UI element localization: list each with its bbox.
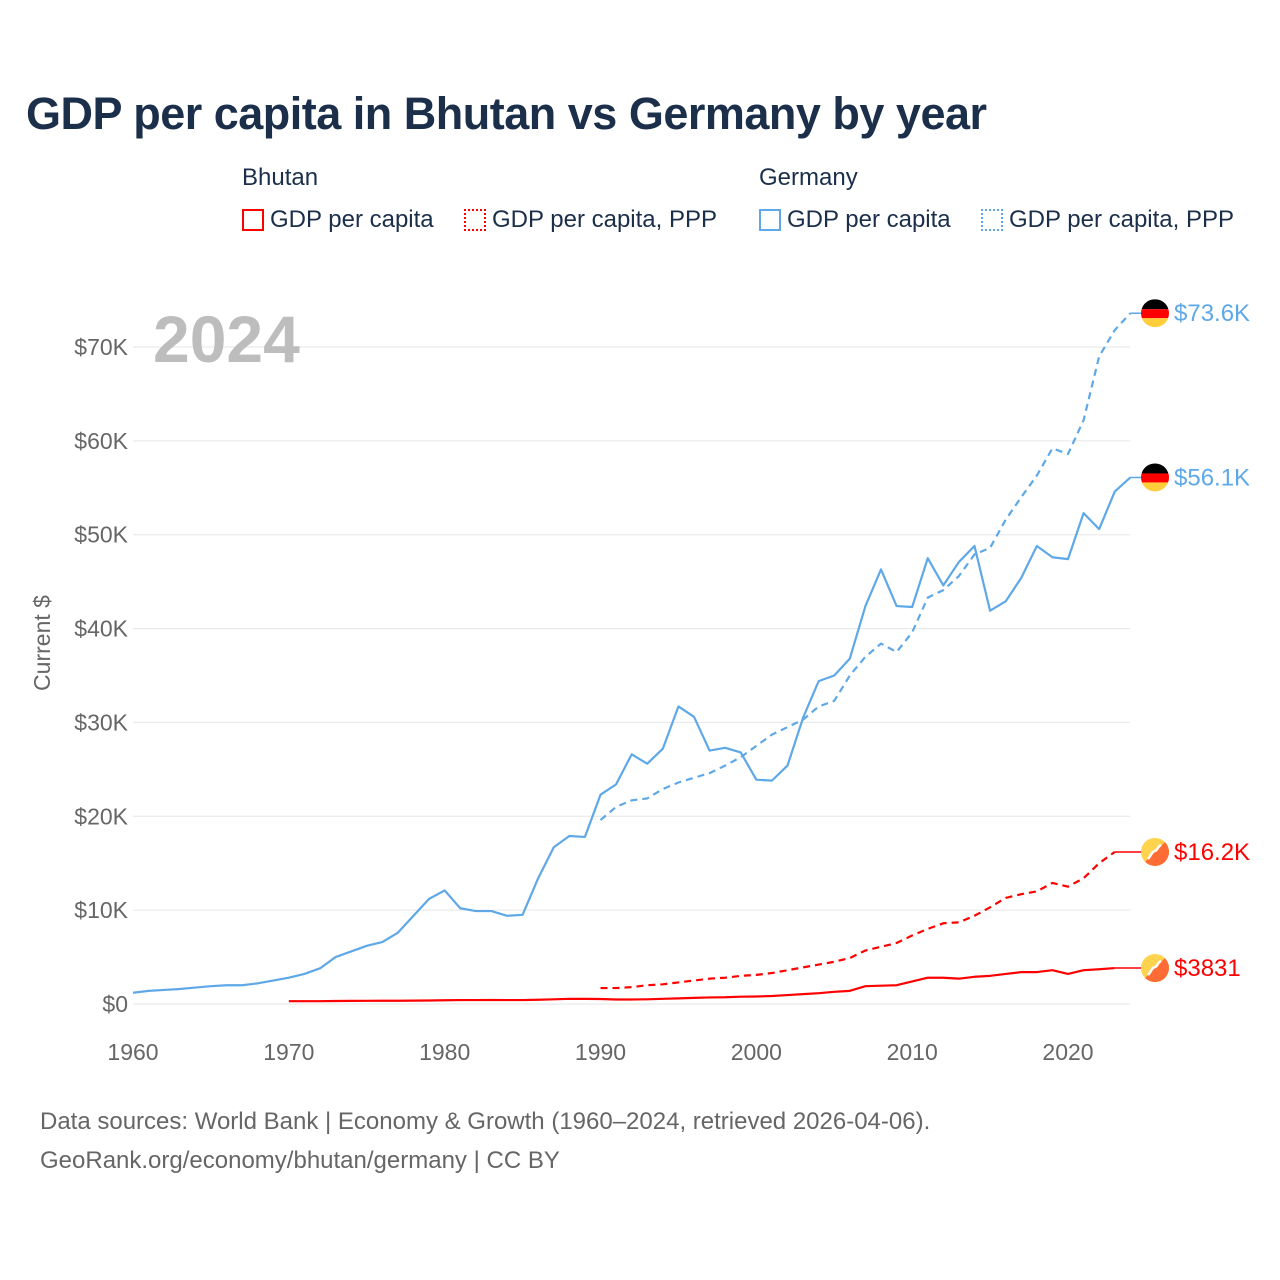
y-axis-label: Current $ xyxy=(29,595,55,691)
x-tick-label: 1970 xyxy=(263,1039,314,1065)
legend-germany-ppp[interactable]: GDP per capita, PPP xyxy=(981,206,1234,234)
y-tick-label: $70K xyxy=(74,334,128,360)
x-tick-label: 1980 xyxy=(419,1039,470,1065)
chart-title: GDP per capita in Bhutan vs Germany by y… xyxy=(26,88,987,139)
legend-germany-gdp[interactable]: GDP per capita xyxy=(759,206,951,234)
legend-group-germany: Germany xyxy=(759,164,858,191)
germany-flag-icon xyxy=(1141,299,1169,328)
germany-flag-icon xyxy=(1141,463,1169,492)
series-line-germany-gdp-per-capita-ppp xyxy=(599,312,1132,821)
x-tick-label: 1960 xyxy=(107,1039,158,1065)
x-tick-label: 2020 xyxy=(1042,1039,1093,1065)
legend-swatch-dotted-icon xyxy=(464,209,486,231)
x-tick-label: 2010 xyxy=(887,1039,938,1065)
legend-bhutan-ppp[interactable]: GDP per capita, PPP xyxy=(464,206,717,234)
footer-sources: Data sources: World Bank | Economy & Gro… xyxy=(40,1108,931,1135)
bhutan-flag-icon xyxy=(1141,837,1169,866)
legend-label: GDP per capita xyxy=(270,206,434,233)
x-tick-label: 2000 xyxy=(731,1039,782,1065)
legend-swatch-solid-icon xyxy=(242,209,264,231)
legend-label: GDP per capita, PPP xyxy=(1009,206,1234,233)
y-tick-label: $40K xyxy=(74,616,128,642)
y-tick-label: $0 xyxy=(102,991,128,1017)
legend-label: GDP per capita, PPP xyxy=(492,206,717,233)
series-line-bhutan-gdp-per-capita xyxy=(288,966,1115,1003)
y-tick-label: $50K xyxy=(74,522,128,548)
footer-credit: GeoRank.org/economy/bhutan/germany | CC … xyxy=(40,1147,560,1174)
legend-swatch-dotted-icon xyxy=(981,209,1003,231)
y-tick-label: $30K xyxy=(74,709,128,735)
end-value-label: $3831 xyxy=(1174,955,1241,982)
end-value-label: $73.6K xyxy=(1174,300,1250,327)
y-tick-label: $10K xyxy=(74,897,128,923)
year-watermark: 2024 xyxy=(153,302,300,376)
end-value-label: $56.1K xyxy=(1174,464,1250,491)
y-tick-label: $60K xyxy=(74,428,128,454)
x-tick-label: 1990 xyxy=(575,1039,626,1065)
series-line-germany-gdp-per-capita xyxy=(132,476,1132,994)
legend-swatch-solid-icon xyxy=(759,209,781,231)
legend-bhutan-gdp[interactable]: GDP per capita xyxy=(242,206,434,234)
series-line-bhutan-gdp-per-capita-ppp xyxy=(600,851,1116,990)
y-tick-label: $20K xyxy=(74,803,128,829)
bhutan-flag-icon xyxy=(1141,954,1169,983)
legend-label: GDP per capita xyxy=(787,206,951,233)
end-value-label: $16.2K xyxy=(1174,839,1250,866)
legend-group-bhutan: Bhutan xyxy=(242,164,319,191)
